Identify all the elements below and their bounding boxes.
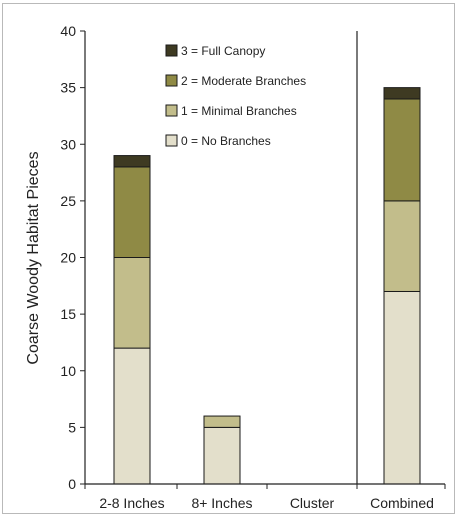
y-axis-title: Coarse Woody Habitat Pieces bbox=[25, 151, 42, 364]
legend-label: 2 = Moderate Branches bbox=[181, 74, 306, 88]
bar-segment bbox=[113, 155, 151, 168]
y-tick-label: 40 bbox=[60, 23, 76, 39]
bar-segment bbox=[383, 290, 421, 485]
y-tick-label: 0 bbox=[68, 476, 76, 492]
bar-segment bbox=[383, 98, 421, 202]
x-tick-label: 2-8 Inches bbox=[99, 495, 164, 511]
legend-label: 3 = Full Canopy bbox=[181, 44, 265, 58]
bar-segment bbox=[113, 347, 151, 485]
legend-label: 1 = Minimal Branches bbox=[181, 104, 297, 118]
bar-segment bbox=[383, 200, 421, 292]
legend: 3 = Full Canopy 2 = Moderate Branches 1 = … bbox=[165, 44, 306, 148]
y-tick-label: 30 bbox=[60, 136, 76, 152]
bar-segment bbox=[113, 166, 151, 258]
y-tick-label: 10 bbox=[60, 363, 76, 379]
legend-swatch bbox=[165, 44, 178, 57]
bar-segment bbox=[203, 415, 241, 428]
y-tick-label: 35 bbox=[60, 80, 76, 96]
bars bbox=[113, 87, 421, 485]
y-tick-label: 20 bbox=[60, 250, 76, 266]
x-tick-labels: 2-8 Inches 8+ Inches Cluster Combined bbox=[99, 495, 434, 511]
y-tick-label: 25 bbox=[60, 193, 76, 209]
legend-swatch bbox=[165, 104, 178, 117]
bar-segment bbox=[113, 257, 151, 349]
legend-label: 0 = No Branches bbox=[181, 134, 271, 148]
bar-segment bbox=[203, 426, 241, 485]
axes bbox=[84, 31, 446, 489]
x-tick-label: Combined bbox=[370, 495, 434, 511]
x-tick-label: Cluster bbox=[290, 495, 335, 511]
legend-swatch bbox=[165, 134, 178, 147]
y-tick-labels: 0 5 10 15 20 25 30 35 40 bbox=[60, 23, 85, 492]
y-axis-title-group: Coarse Woody Habitat Pieces bbox=[25, 151, 42, 364]
y-tick-label: 15 bbox=[60, 306, 76, 322]
y-tick-label: 5 bbox=[68, 419, 76, 435]
bar-segment bbox=[383, 87, 421, 100]
x-tick-label: 8+ Inches bbox=[191, 495, 252, 511]
legend-swatch bbox=[165, 74, 178, 87]
